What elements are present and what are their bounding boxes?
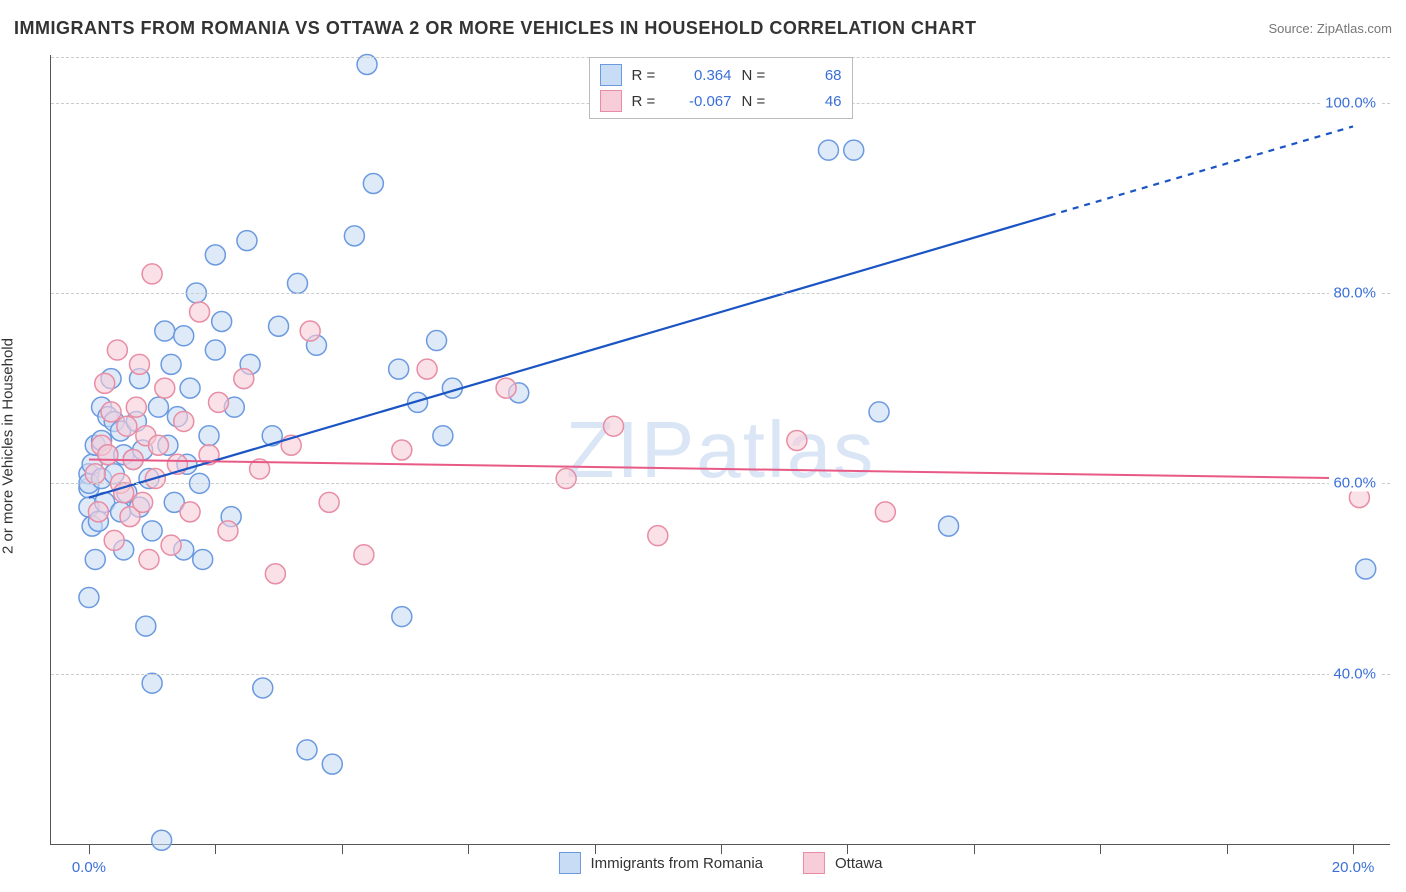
- legend-row-romania: R = 0.364 N = 68: [600, 62, 842, 88]
- chart-title: IMMIGRANTS FROM ROMANIA VS OTTAWA 2 OR M…: [14, 18, 977, 39]
- scatter-plot: ZIPatlas R = 0.364 N = 68 R = -0.067 N =…: [50, 55, 1390, 845]
- n-value-ottawa: 46: [782, 93, 842, 110]
- x-axis-label: 20.0%: [1332, 859, 1375, 876]
- x-tick: [342, 844, 343, 854]
- y-axis-label: 60.0%: [1329, 475, 1380, 492]
- x-tick: [847, 844, 848, 854]
- regression-line-romania: [89, 215, 1050, 497]
- legend-label-romania: Immigrants from Romania: [590, 855, 763, 872]
- y-axis-title: 2 or more Vehicles in Household: [0, 338, 17, 554]
- n-label: N =: [742, 67, 772, 84]
- x-tick: [721, 844, 722, 854]
- y-axis-label: 100.0%: [1321, 94, 1380, 111]
- gridline-h: [51, 674, 1390, 675]
- regression-lines-layer: [51, 55, 1390, 844]
- x-tick: [89, 844, 90, 854]
- n-value-romania: 68: [782, 67, 842, 84]
- swatch-romania: [558, 852, 580, 874]
- r-label: R =: [632, 93, 662, 110]
- legend-item-ottawa: Ottawa: [803, 852, 883, 874]
- source-name: ZipAtlas.com: [1317, 21, 1392, 36]
- x-tick: [215, 844, 216, 854]
- legend-row-ottawa: R = -0.067 N = 46: [600, 88, 842, 114]
- gridline-h: [51, 483, 1390, 484]
- legend-label-ottawa: Ottawa: [835, 855, 883, 872]
- y-axis-label: 80.0%: [1329, 284, 1380, 301]
- regression-line-romania-dashed: [1050, 126, 1353, 215]
- legend-correlation: R = 0.364 N = 68 R = -0.067 N = 46: [589, 57, 853, 119]
- n-label: N =: [742, 93, 772, 110]
- x-axis-label: 0.0%: [72, 859, 106, 876]
- r-value-ottawa: -0.067: [672, 93, 732, 110]
- regression-line-ottawa: [89, 460, 1366, 479]
- r-value-romania: 0.364: [672, 67, 732, 84]
- y-axis-label: 40.0%: [1329, 665, 1380, 682]
- title-bar: IMMIGRANTS FROM ROMANIA VS OTTAWA 2 OR M…: [14, 14, 1392, 42]
- x-tick: [1353, 844, 1354, 854]
- swatch-ottawa: [600, 90, 622, 112]
- swatch-romania: [600, 64, 622, 86]
- source-prefix: Source:: [1268, 21, 1316, 36]
- source-label: Source: ZipAtlas.com: [1268, 21, 1392, 36]
- r-label: R =: [632, 67, 662, 84]
- x-tick: [595, 844, 596, 854]
- legend-item-romania: Immigrants from Romania: [558, 852, 763, 874]
- x-tick: [1100, 844, 1101, 854]
- swatch-ottawa: [803, 852, 825, 874]
- gridline-h: [51, 293, 1390, 294]
- x-tick: [468, 844, 469, 854]
- x-tick: [1227, 844, 1228, 854]
- x-tick: [974, 844, 975, 854]
